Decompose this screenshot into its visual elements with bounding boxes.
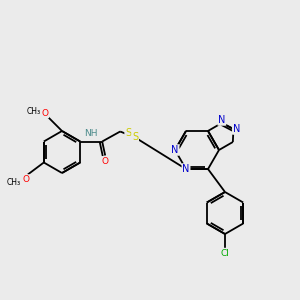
Text: NH: NH bbox=[84, 129, 98, 138]
Text: N: N bbox=[171, 145, 179, 155]
Text: NH: NH bbox=[84, 130, 98, 139]
Text: CH₃: CH₃ bbox=[27, 107, 41, 116]
Text: S: S bbox=[132, 133, 138, 142]
Text: N: N bbox=[233, 124, 240, 134]
Text: N: N bbox=[88, 130, 94, 139]
Text: H: H bbox=[88, 130, 94, 139]
Text: N: N bbox=[182, 164, 190, 174]
Text: O: O bbox=[102, 157, 109, 166]
Text: CH₃: CH₃ bbox=[7, 178, 21, 187]
Text: S: S bbox=[125, 128, 131, 137]
Text: Cl: Cl bbox=[220, 248, 230, 257]
Text: O: O bbox=[22, 175, 29, 184]
Text: O: O bbox=[41, 109, 49, 118]
Text: N: N bbox=[218, 115, 226, 125]
